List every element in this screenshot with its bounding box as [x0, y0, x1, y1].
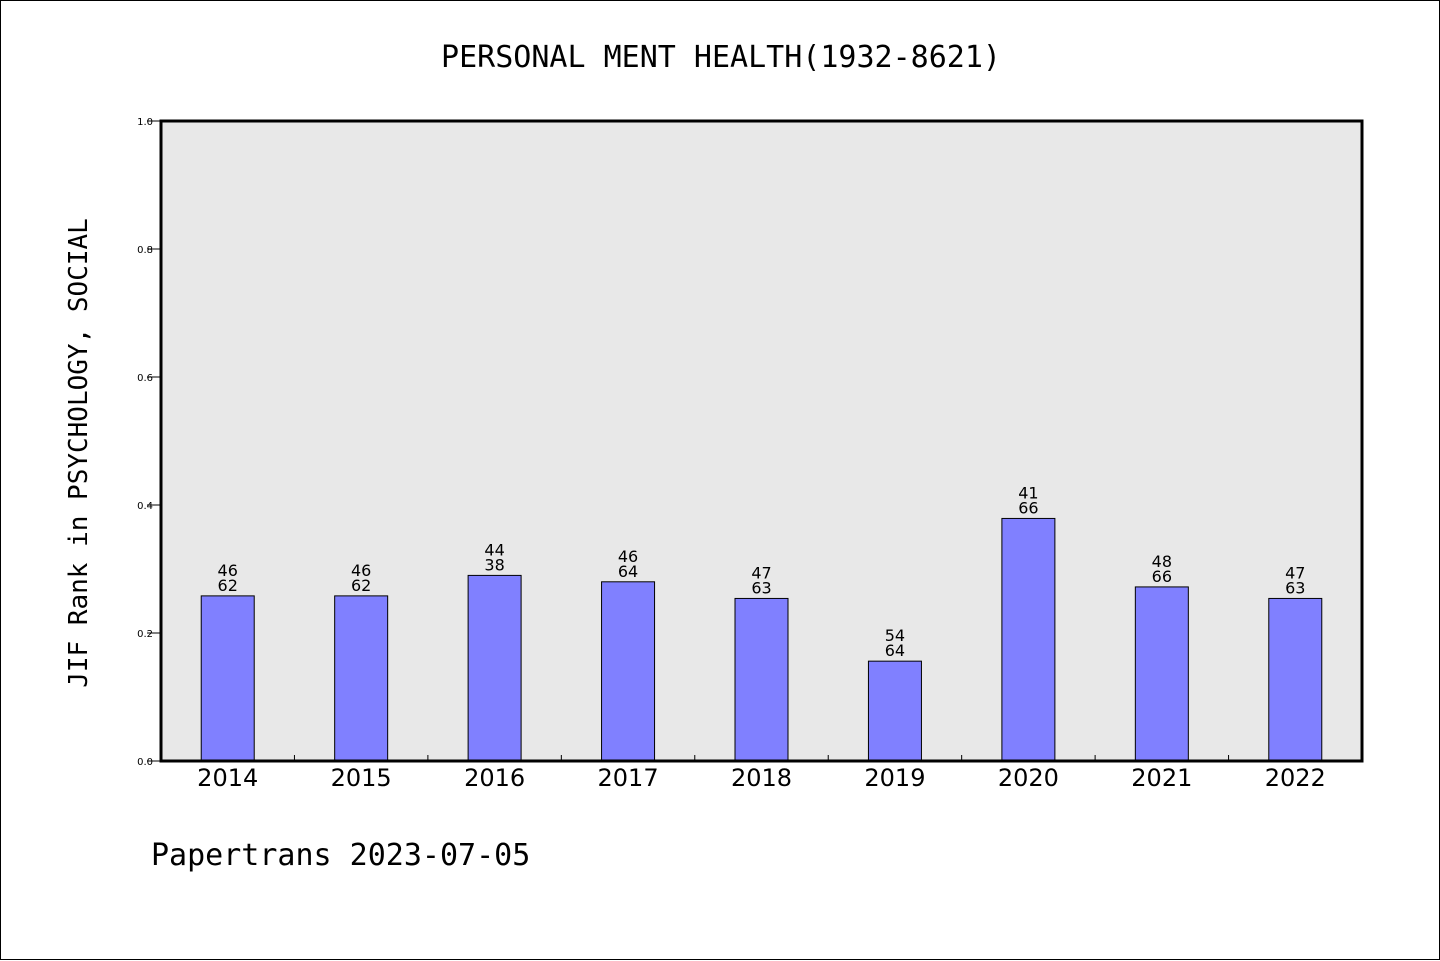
bar-2016: [467, 574, 522, 762]
data-label-bottom: 62: [218, 576, 238, 595]
y-axis: 0.0 0.2 0.4 0.6 0.8 1.0: [137, 117, 161, 768]
data-label-bottom: 64: [885, 641, 905, 660]
bar-2022: [1268, 597, 1323, 762]
data-label-top: 46: [218, 561, 238, 580]
y-tick-label: 0.2: [137, 629, 153, 640]
bar-2020: [1001, 517, 1056, 762]
data-label-bottom: 66: [1018, 498, 1038, 517]
x-tick-label: 2020: [998, 764, 1059, 792]
data-label-bottom: 64: [618, 562, 638, 581]
x-axis: 2014 2015 2016 2017 2018 2019 2020 2021 2022: [160, 755, 1363, 792]
x-tick-label: 2016: [464, 764, 525, 792]
data-label-top: 46: [351, 561, 371, 580]
bar-2014: [200, 595, 255, 762]
y-axis-label: JIF Rank in PSYCHOLOGY, SOCIAL: [64, 218, 94, 688]
x-tick-label: 2018: [731, 764, 792, 792]
bar-2019: [867, 660, 922, 762]
plot-frame: [159, 119, 1364, 763]
data-label-top: 46: [618, 547, 638, 566]
y-tick-label: 0.0: [137, 757, 153, 768]
y-tick-label: 0.8: [137, 245, 153, 256]
x-tick-label: 2019: [864, 764, 925, 792]
y-tick-label: 0.4: [137, 501, 153, 512]
data-label-top: 41: [1018, 483, 1038, 502]
bar-2021: [1134, 586, 1189, 762]
bar-2018: [734, 597, 789, 762]
data-label-top: 48: [1152, 552, 1172, 571]
data-label-bottom: 63: [751, 578, 771, 597]
x-tick-label: 2022: [1265, 764, 1326, 792]
data-label-top: 47: [751, 563, 771, 582]
bar-2015: [334, 595, 389, 762]
x-tick-label: 2015: [331, 764, 392, 792]
data-label-bottom: 66: [1152, 567, 1172, 586]
chart-title: PERSONAL MENT HEALTH(1932-8621): [441, 40, 1001, 75]
footer-text: Papertrans 2023-07-05: [151, 838, 530, 873]
y-tick-label: 0.6: [137, 373, 153, 384]
data-label-top: 44: [484, 540, 504, 559]
x-tick-label: 2014: [197, 764, 258, 792]
bar-2017: [601, 581, 656, 762]
data-label-bottom: 38: [484, 555, 504, 574]
data-label-top: 47: [1285, 563, 1305, 582]
y-tick-label: 1.0: [137, 117, 153, 128]
x-tick-label: 2017: [598, 764, 659, 792]
data-label-top: 54: [885, 626, 905, 645]
x-tick-label: 2021: [1131, 764, 1192, 792]
data-label-bottom: 62: [351, 576, 371, 595]
data-label-bottom: 63: [1285, 578, 1305, 597]
